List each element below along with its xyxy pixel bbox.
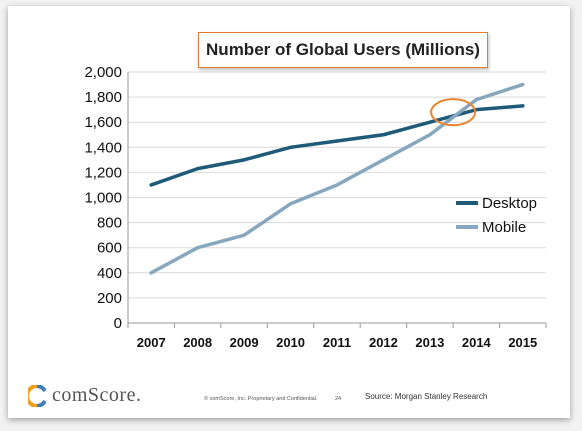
x-tick-label: 2013 <box>415 335 444 350</box>
series-line-desktop <box>149 104 525 187</box>
data-point-mobile <box>196 246 200 250</box>
data-point-desktop <box>381 133 386 137</box>
x-tick-label: 2009 <box>230 335 259 350</box>
data-point-desktop <box>428 120 432 124</box>
page-number: 24 <box>335 396 342 402</box>
line-chart: 0 200 400 600 800 1,000 1,200 1,400 1,600 1,800 2,… <box>84 64 547 350</box>
y-tick-label: 400 <box>97 265 122 282</box>
y-tick-label: 800 <box>97 215 122 232</box>
comscore-logo: comScore. <box>28 384 141 407</box>
data-point-mobile <box>428 133 432 137</box>
data-point-mobile <box>474 98 478 102</box>
y-tick-label: 200 <box>97 290 122 307</box>
x-tick-label: 2010 <box>276 335 305 350</box>
y-tick-label: 1,200 <box>84 164 122 181</box>
data-point-mobile <box>521 82 525 87</box>
y-tick-label: 1,400 <box>84 139 122 156</box>
data-point-desktop <box>288 145 293 149</box>
data-point-mobile <box>149 271 153 275</box>
logo-text: comScore. <box>52 384 142 406</box>
data-point-mobile <box>335 183 339 187</box>
highlight-ellipse <box>430 98 477 127</box>
data-point-desktop <box>196 167 200 171</box>
y-tick-label: 2,000 <box>84 64 122 81</box>
y-tick-label: 600 <box>97 240 122 257</box>
x-tick-label: 2007 <box>137 335 166 350</box>
x-tick-label: 2011 <box>323 335 351 350</box>
x-tick-label: 2015 <box>508 335 537 350</box>
data-point-desktop <box>521 104 525 108</box>
y-tick-label: 1,000 <box>84 190 122 207</box>
data-point-mobile <box>288 202 293 206</box>
chart-title: Number of Global Users (Millions) <box>198 32 488 68</box>
slide: 0 200 400 600 800 1,000 1,200 1,400 1,600 1,800 2,… <box>8 6 570 418</box>
source-note: Source: Morgan Stanley Research <box>365 392 488 401</box>
x-tick-label: 2014 <box>462 335 492 350</box>
confidential-notice: © comScore, Inc. Proprietary and Confide… <box>204 396 318 402</box>
data-point-desktop <box>149 183 153 187</box>
data-point-desktop <box>242 158 246 162</box>
slide-footer: comScore. © comScore, Inc. Proprietary a… <box>8 378 570 418</box>
comscore-logo-icon <box>28 384 46 407</box>
data-point-mobile <box>242 233 246 237</box>
data-point-desktop <box>335 139 339 143</box>
data-point-mobile <box>381 158 386 162</box>
x-tick-label: 2012 <box>369 335 398 350</box>
y-tick-label: 1,600 <box>84 114 122 131</box>
y-tick-label: 1,800 <box>84 89 122 106</box>
legend-label-mobile: Mobile <box>482 219 526 236</box>
legend-label-desktop: Desktop <box>482 195 537 212</box>
y-tick-label: 0 <box>114 315 122 332</box>
x-tick-label: 2008 <box>183 335 212 350</box>
